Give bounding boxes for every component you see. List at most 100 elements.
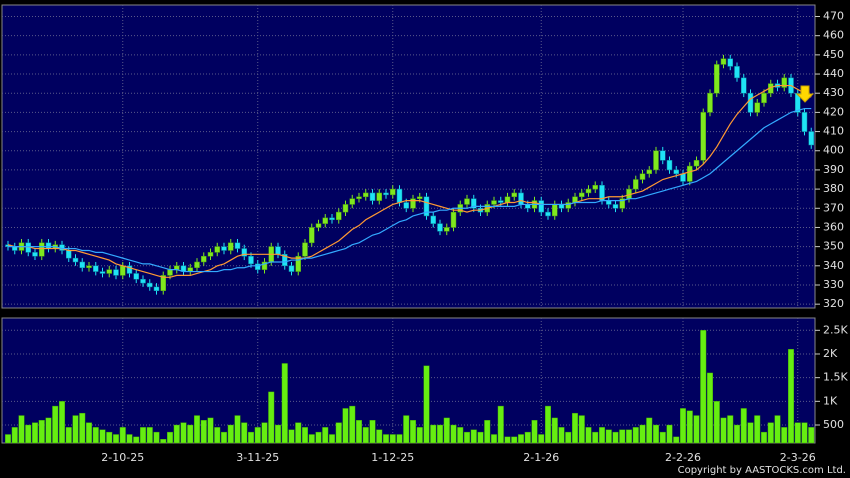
volume-bar	[761, 431, 768, 444]
x-tick-label: 2-3-26	[780, 451, 816, 464]
volume-bar	[592, 431, 599, 444]
volume-bar	[443, 417, 450, 444]
volume-bar	[106, 431, 113, 444]
volume-bar	[754, 415, 761, 444]
candle-body	[437, 223, 443, 232]
candle-body	[781, 77, 787, 88]
volume-bar	[146, 427, 153, 444]
candle-body	[221, 246, 227, 251]
volume-bar	[639, 424, 646, 444]
candle-body	[207, 252, 214, 257]
volume-bar	[25, 424, 32, 444]
volume-bar	[653, 424, 660, 444]
volume-bar	[295, 422, 302, 444]
candle-body	[396, 188, 403, 203]
candle-body	[720, 58, 727, 65]
volume-bar	[558, 427, 565, 444]
volume-bar	[59, 401, 66, 444]
volume-bar	[133, 436, 140, 444]
volume-bar	[65, 427, 72, 444]
volume-bar	[187, 424, 194, 444]
volume-bar	[808, 427, 815, 444]
candle-body	[390, 188, 396, 196]
x-tick-label: 3-11-25	[236, 451, 279, 464]
volume-bar	[207, 417, 214, 444]
volume-bar	[32, 422, 39, 444]
volume-bar	[700, 330, 707, 444]
volume-bar	[680, 408, 687, 444]
signal-arrow	[795, 85, 815, 103]
y-tick-label: 360	[823, 220, 844, 233]
volume-bar	[220, 431, 227, 444]
candle-body	[741, 77, 747, 94]
candle-body	[612, 204, 619, 209]
volume-bar	[288, 429, 295, 444]
volume-bar	[308, 434, 315, 444]
volume-bar	[18, 415, 25, 444]
candle-body	[342, 204, 349, 213]
volume-bar	[524, 431, 531, 444]
candle-body	[747, 92, 754, 113]
volume-bar	[464, 431, 471, 444]
volume-bar	[268, 391, 275, 444]
volume-bar	[383, 434, 390, 444]
x-tick-label: 2-2-26	[665, 451, 701, 464]
candle-body	[808, 131, 814, 146]
volume-bar	[92, 427, 99, 444]
volume-bar	[322, 427, 329, 444]
candle-body	[72, 257, 79, 263]
candle-body	[464, 198, 470, 205]
candle-body	[417, 196, 423, 199]
volume-bar	[396, 434, 403, 444]
candle-body	[147, 282, 153, 288]
volume-bar	[734, 424, 741, 444]
volume-bar	[180, 422, 187, 444]
volume-bar	[450, 424, 457, 444]
volume-bar	[38, 420, 45, 444]
candle-body	[295, 255, 301, 272]
candle-body	[120, 265, 126, 276]
volume-bar	[713, 401, 720, 444]
x-tick-label: 2-1-26	[523, 451, 559, 464]
volume-bar	[551, 417, 558, 444]
candle-body	[646, 169, 652, 175]
volume-bar	[788, 349, 795, 444]
candle-body	[261, 261, 268, 270]
candle-body	[795, 92, 801, 113]
volume-bar	[261, 422, 268, 444]
volume-bar	[707, 372, 714, 444]
volume-bar	[139, 427, 146, 444]
volume-bar	[477, 431, 484, 444]
volume-bar	[666, 424, 673, 444]
volume-bar	[275, 424, 282, 444]
y-tick-label: 320	[823, 297, 844, 310]
candle-body	[282, 254, 288, 267]
y-tick-label: 330	[823, 278, 844, 291]
volume-bar	[112, 434, 119, 444]
volume-bar	[585, 427, 592, 444]
volume-bar	[740, 408, 747, 444]
candle-body	[700, 112, 706, 161]
y-tick-label: 350	[823, 240, 844, 253]
candle-body	[126, 265, 133, 274]
volume-bar	[329, 434, 336, 444]
volume-bar	[673, 436, 680, 444]
y-tick-label: 450	[823, 48, 844, 61]
volume-bar	[389, 434, 396, 444]
volume-bar	[214, 427, 221, 444]
candle-body	[349, 198, 355, 205]
y-tick-label: 370	[823, 201, 844, 214]
candle-body	[241, 248, 247, 257]
candle-body	[666, 160, 673, 171]
candle-body	[565, 202, 571, 209]
candle-body	[194, 261, 200, 268]
volume-bar	[45, 417, 52, 444]
candle-body	[66, 250, 72, 259]
candle-body	[754, 102, 760, 113]
volume-bar	[423, 365, 430, 444]
candle-body	[639, 173, 646, 180]
candle-body	[336, 211, 342, 221]
volume-bar	[403, 415, 410, 444]
volume-bar	[369, 420, 376, 444]
volume-bar	[511, 436, 518, 444]
